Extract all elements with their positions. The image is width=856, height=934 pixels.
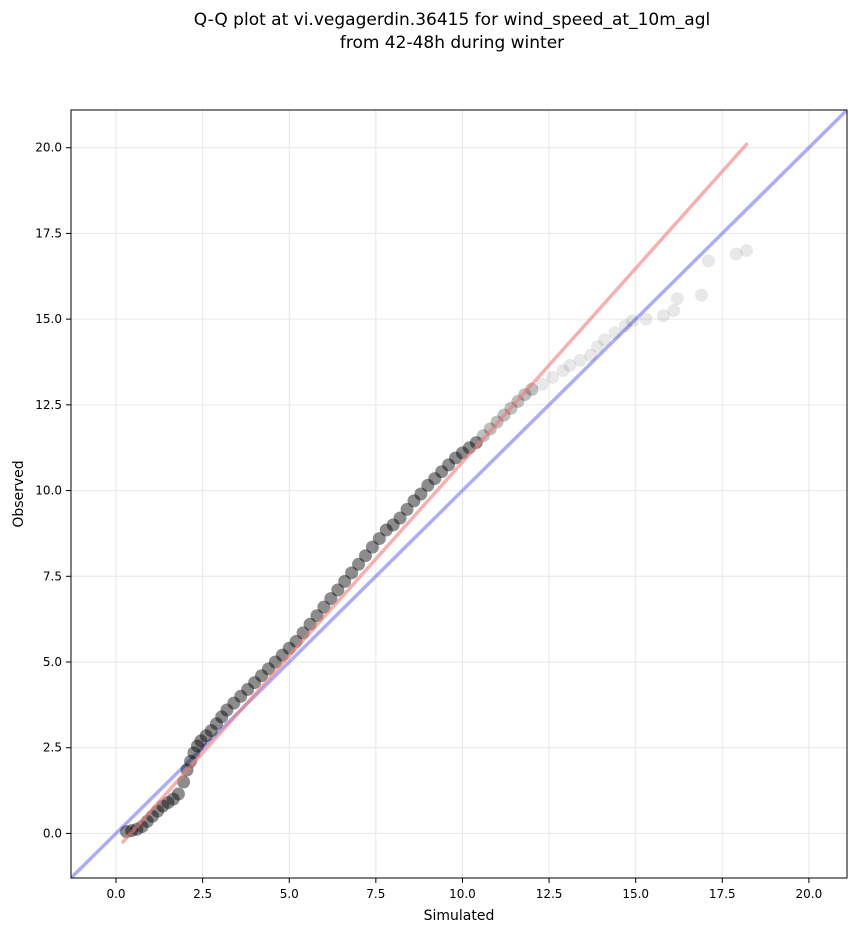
- data-point: [442, 458, 456, 472]
- y-tick-label: 17.5: [35, 226, 62, 240]
- data-point: [598, 333, 611, 347]
- x-tick-label: 17.5: [709, 887, 736, 901]
- x-tick-label: 10.0: [449, 887, 476, 901]
- data-point: [379, 523, 393, 537]
- data-point: [220, 703, 234, 717]
- y-tick-label: 7.5: [43, 569, 62, 583]
- data-point: [421, 478, 435, 492]
- data-point: [204, 724, 218, 738]
- data-point: [324, 592, 338, 606]
- data-point: [428, 472, 442, 486]
- data-point: [667, 304, 681, 318]
- data-point: [352, 557, 366, 571]
- data-point: [227, 696, 241, 710]
- data-point: [563, 358, 577, 372]
- data-point: [740, 244, 754, 258]
- y-tick-label: 12.5: [35, 398, 62, 412]
- data-point: [393, 511, 407, 525]
- x-axis-label: Simulated: [424, 908, 495, 924]
- data-point: [535, 377, 549, 391]
- data-point: [317, 600, 331, 614]
- x-tick-label: 7.5: [366, 887, 385, 901]
- y-tick-label: 20.0: [35, 141, 62, 155]
- data-point: [573, 353, 587, 367]
- y-tick-label: 15.0: [35, 312, 62, 326]
- x-tick-label: 2.5: [193, 887, 212, 901]
- fit-line: [121, 142, 749, 844]
- y-tick-label: 5.0: [43, 655, 62, 669]
- y-axis-ticks: 0.0 2.5 5.0 7.5 10.0 12.5 15.0 17.5 20.0: [35, 141, 71, 840]
- data-point: [194, 734, 208, 748]
- data-point: [215, 710, 229, 724]
- data-point: [199, 729, 213, 743]
- data-point: [400, 502, 414, 516]
- x-tick-label: 12.5: [536, 887, 563, 901]
- data-point: [476, 429, 490, 443]
- y-tick-label: 2.5: [43, 741, 62, 755]
- data-point: [670, 292, 684, 306]
- x-tick-label: 20.0: [796, 887, 823, 901]
- data-point: [210, 717, 223, 731]
- data-point: [338, 574, 352, 588]
- data-point: [166, 792, 180, 806]
- x-tick-label: 15.0: [622, 887, 649, 901]
- data-point: [407, 494, 421, 508]
- data-point: [618, 319, 632, 333]
- data-point: [435, 465, 449, 479]
- data-point: [584, 348, 598, 362]
- data-point: [608, 326, 622, 340]
- data-point: [331, 583, 345, 597]
- data-point: [234, 689, 248, 703]
- data-point: [241, 682, 255, 696]
- data-point: [639, 312, 653, 326]
- y-axis-label: Observed: [11, 460, 27, 527]
- data-point: [187, 746, 201, 760]
- data-point: [161, 796, 175, 810]
- y-tick-label: 0.0: [43, 826, 62, 840]
- data-point: [372, 532, 386, 546]
- x-tick-label: 5.0: [280, 887, 299, 901]
- data-point: [701, 254, 715, 268]
- data-point: [171, 787, 185, 801]
- y-tick-label: 10.0: [35, 484, 62, 498]
- data-point: [386, 518, 400, 532]
- plot-frame: [70, 109, 848, 879]
- data-point: [358, 549, 372, 563]
- chart-title-line-1: Q-Q plot at vi.vegagerdin.36415 for wind…: [194, 10, 710, 30]
- data-point: [556, 364, 570, 378]
- data-point: [345, 566, 359, 580]
- chart-title-line-2: from 42-48h during winter: [340, 33, 564, 53]
- x-tick-label: 0.0: [106, 887, 125, 901]
- data-point: [695, 288, 708, 302]
- data-point: [190, 739, 204, 753]
- x-axis-ticks: 0.0 2.5 5.0 7.5 10.0 12.5 15.0 17.5 20.0: [106, 878, 822, 901]
- data-point: [365, 540, 379, 554]
- plot-area: [71, 110, 847, 878]
- data-point: [729, 247, 743, 261]
- data-point: [248, 676, 262, 690]
- data-point: [414, 487, 428, 501]
- data-point: [591, 340, 605, 354]
- data-point: [449, 451, 463, 465]
- data-point: [546, 370, 560, 384]
- identity-line: [71, 110, 847, 878]
- data-point: [261, 662, 275, 676]
- data-point: [469, 436, 483, 450]
- data-point: [255, 669, 269, 683]
- data-point: [625, 314, 639, 328]
- data-point: [656, 309, 670, 323]
